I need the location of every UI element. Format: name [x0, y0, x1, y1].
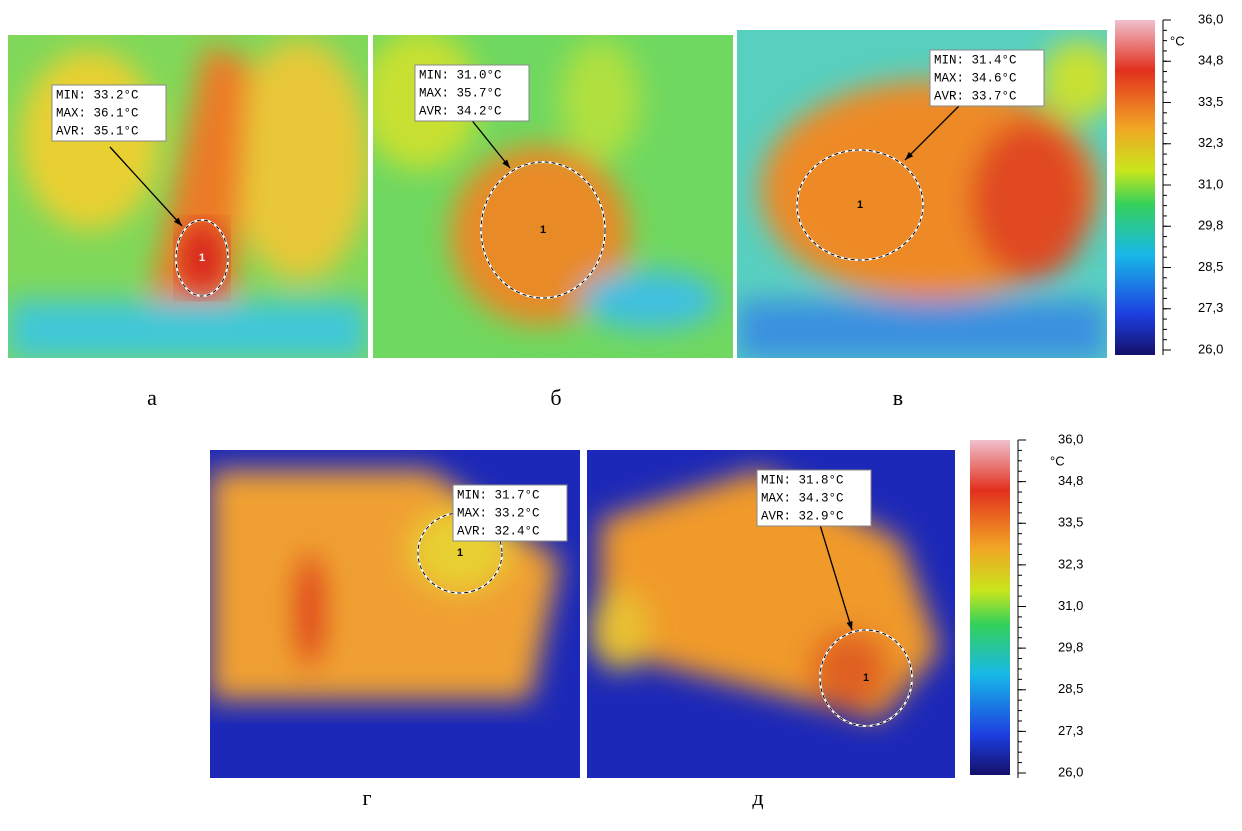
- colorbar-tick-label: 36,0: [1198, 11, 1223, 26]
- colorbar-unit: °C: [1170, 33, 1185, 48]
- info-max: MAX: 33.2°C: [457, 506, 540, 520]
- info-max: MAX: 34.3°C: [761, 491, 844, 505]
- colorbar-tick-label: 33,5: [1058, 515, 1083, 530]
- marker-label: 1: [863, 672, 869, 684]
- info-avr: AVR: 35.1°C: [56, 124, 139, 138]
- info-min: MIN: 31.0°C: [419, 68, 502, 82]
- panel-label: в: [893, 385, 903, 410]
- colorbar-tick-label: 28,5: [1198, 259, 1223, 274]
- colorbar-tick-label: 31,0: [1198, 176, 1223, 191]
- panel-label: а: [147, 385, 157, 410]
- colorbar-tick-label: 26,0: [1198, 341, 1223, 356]
- panel-label: д: [752, 785, 763, 810]
- colorbar: [1115, 20, 1155, 355]
- colorbar-tick-label: 32,3: [1058, 556, 1083, 571]
- info-max: MAX: 36.1°C: [56, 106, 139, 120]
- colorbar-tick-label: 34,8: [1058, 473, 1083, 488]
- marker-label: 1: [540, 224, 546, 236]
- info-min: MIN: 31.8°C: [761, 473, 844, 487]
- figure: 1 MIN: 33.2°C MAX: 36.1°C AVR: 35.1°C а 1 MIN:…: [0, 0, 1242, 826]
- info-min: MIN: 33.2°C: [56, 88, 139, 102]
- colorbar-tick-label: 29,8: [1198, 218, 1223, 233]
- info-avr: AVR: 33.7°C: [934, 89, 1017, 103]
- colorbar-tick-label: 29,8: [1058, 640, 1083, 655]
- marker-label: 1: [857, 199, 863, 211]
- colorbar: [970, 440, 1010, 775]
- marker-label: 1: [199, 252, 205, 264]
- marker-label: 1: [457, 547, 463, 559]
- colorbar-tick-label: 27,3: [1198, 300, 1223, 315]
- info-avr: AVR: 32.9°C: [761, 509, 844, 523]
- thermal-image: [8, 35, 370, 360]
- colorbar-tick-label: 27,3: [1058, 723, 1083, 738]
- colorbar-tick-label: 32,3: [1198, 135, 1223, 150]
- panel-label: г: [362, 785, 371, 810]
- info-min: MIN: 31.7°C: [457, 488, 540, 502]
- info-max: MAX: 34.6°C: [934, 71, 1017, 85]
- colorbar-unit: °C: [1050, 453, 1065, 468]
- colorbar-tick-label: 26,0: [1058, 764, 1083, 779]
- info-avr: AVR: 34.2°C: [419, 104, 502, 118]
- panel-label: б: [550, 385, 561, 410]
- info-min: MIN: 31.4°C: [934, 53, 1017, 67]
- info-max: MAX: 35.7°C: [419, 86, 502, 100]
- colorbar-tick-label: 31,0: [1058, 598, 1083, 613]
- colorbar-tick-label: 34,8: [1198, 53, 1223, 68]
- thermal-image: [737, 30, 1120, 360]
- colorbar-tick-label: 36,0: [1058, 431, 1083, 446]
- info-avr: AVR: 32.4°C: [457, 524, 540, 538]
- colorbar-tick-label: 33,5: [1198, 94, 1223, 109]
- colorbar-tick-label: 28,5: [1058, 681, 1083, 696]
